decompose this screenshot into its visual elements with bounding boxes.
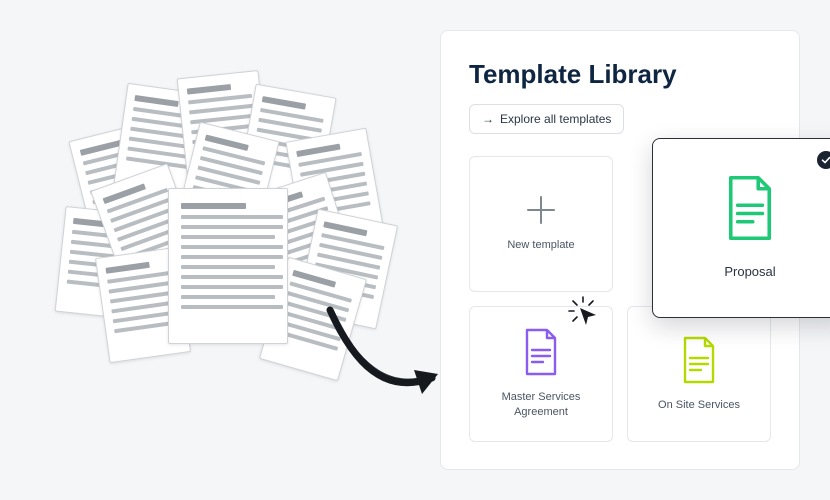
template-label: Proposal bbox=[716, 263, 783, 281]
document-icon bbox=[679, 336, 719, 384]
plus-icon bbox=[527, 196, 555, 224]
document-icon bbox=[521, 328, 561, 376]
template-card-proposal-featured[interactable]: Proposal bbox=[652, 138, 830, 318]
arrow-graphic bbox=[310, 300, 460, 420]
new-template-card[interactable]: New template bbox=[469, 156, 613, 292]
explore-all-templates-button[interactable]: → Explore all templates bbox=[469, 104, 624, 134]
explore-label: Explore all templates bbox=[500, 112, 611, 126]
template-label: On Site Services bbox=[650, 398, 748, 413]
panel-title: Template Library bbox=[469, 59, 771, 90]
template-card-onsite[interactable]: On Site Services bbox=[627, 306, 771, 442]
arrow-right-icon: → bbox=[482, 113, 494, 125]
new-template-label: New template bbox=[499, 238, 582, 253]
template-label: Master Services Agreement bbox=[470, 390, 612, 420]
selected-check-icon bbox=[817, 151, 830, 169]
cursor-click-icon bbox=[568, 296, 598, 326]
document-front bbox=[168, 188, 288, 344]
document-icon bbox=[722, 175, 778, 241]
template-card-msa[interactable]: Master Services Agreement bbox=[469, 306, 613, 442]
